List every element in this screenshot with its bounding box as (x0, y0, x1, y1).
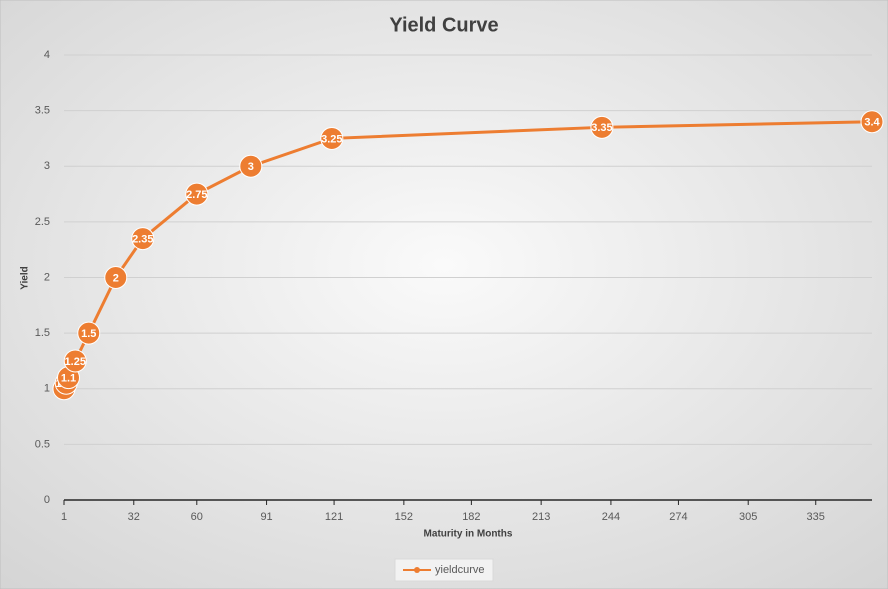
y-tick-label: 1.5 (35, 327, 50, 339)
data-point (131, 227, 155, 251)
data-point (185, 182, 209, 206)
data-label: 3.4 (864, 117, 880, 129)
data-label: 1.1 (61, 373, 76, 385)
y-tick-label: 3 (44, 160, 50, 172)
y-tick-label: 4 (44, 49, 50, 61)
legend (394, 558, 494, 582)
x-axis-label: Maturity in Months (424, 529, 513, 540)
y-axis-label: Yield (20, 266, 31, 290)
data-label: 2.35 (132, 233, 153, 245)
x-tick-label: 274 (669, 511, 687, 523)
y-tick-label: 0 (44, 494, 50, 506)
y-tick-label: 1 (44, 383, 50, 395)
data-point (77, 321, 101, 345)
x-tick-label: 244 (602, 511, 620, 523)
legend-label: yieldcurve (435, 564, 485, 576)
data-label: 3.25 (321, 133, 342, 145)
data-label: 3 (248, 161, 254, 173)
data-label: 2 (113, 272, 119, 284)
data-point (104, 266, 128, 289)
y-tick-label: 2.5 (35, 216, 50, 228)
x-tick-label: 121 (325, 511, 343, 523)
data-label: 1.25 (65, 356, 86, 368)
y-tick-label: 0.5 (35, 438, 50, 450)
x-tick-label: 32 (128, 511, 140, 523)
x-tick-label: 305 (739, 511, 757, 523)
data-label: 1.5 (81, 328, 96, 340)
data-label: 3.35 (591, 122, 612, 134)
x-tick-label: 152 (395, 511, 413, 523)
data-point (590, 115, 614, 139)
y-tick-label: 3.5 (35, 105, 50, 117)
legend-marker (414, 567, 420, 573)
data-point (860, 110, 884, 134)
x-tick-label: 91 (260, 511, 272, 523)
x-tick-label: 335 (807, 511, 825, 523)
data-point (63, 349, 87, 373)
x-tick-label: 1 (61, 511, 67, 523)
y-tick-label: 2 (44, 271, 50, 283)
x-tick-label: 213 (532, 511, 550, 523)
x-tick-label: 60 (191, 511, 203, 523)
data-label: 2.75 (186, 189, 207, 201)
x-tick-label: 182 (462, 511, 480, 523)
data-point (320, 126, 344, 150)
chart-title: Yield Curve (389, 14, 498, 36)
data-point (239, 154, 263, 178)
